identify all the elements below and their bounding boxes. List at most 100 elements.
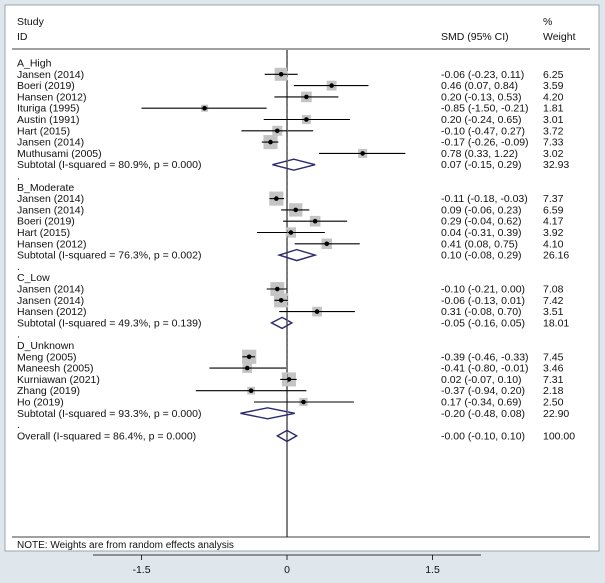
subtotal-ci-text: 0.10 (-0.08, 0.29) <box>441 250 522 262</box>
subtotal-diamond <box>269 316 294 330</box>
study-point <box>288 230 294 235</box>
study-weight-text: 7.37 <box>543 193 564 205</box>
study-ci-text: 0.31 (-0.08, 0.70) <box>441 306 522 318</box>
study-weight-text: 3.01 <box>543 114 564 126</box>
study-point <box>244 365 250 371</box>
subtotal-weight-text: 32.93 <box>543 159 569 171</box>
study-weight-text: 3.92 <box>543 227 564 239</box>
subtotal-ci-text: -0.05 (-0.16, 0.05) <box>441 317 525 329</box>
study-point <box>314 309 320 314</box>
subtotal-label: Subtotal (I-squared = 49.3%, p = 0.139) <box>17 317 201 329</box>
study-label: Jansen (2014) <box>17 295 84 307</box>
study-weight-text: 4.17 <box>543 216 564 228</box>
study-label: Hart (2015) <box>17 227 70 239</box>
study-weight-text: 1.81 <box>543 103 564 115</box>
subtotal-label: Subtotal (I-squared = 93.3%, p = 0.000) <box>17 408 201 420</box>
subtotal-diamond <box>276 248 318 262</box>
study-ci-text: -0.06 (-0.13, 0.01) <box>441 295 525 307</box>
subtotal-weight-text: 22.90 <box>543 408 569 420</box>
study-ci-text: 0.20 (-0.13, 0.53) <box>441 91 522 103</box>
study-weight-text: 4.20 <box>543 91 564 103</box>
study-point <box>293 207 299 213</box>
study-label: Jansen (2014) <box>17 204 84 216</box>
subtotal-label: Subtotal (I-squared = 76.3%, p = 0.002) <box>17 250 201 262</box>
study-ci-text: -0.41 (-0.80, -0.01) <box>441 363 529 375</box>
subtotal-diamond <box>240 407 295 420</box>
study-weight-text: 6.59 <box>543 204 564 216</box>
study-weight-text: 3.02 <box>543 148 564 160</box>
study-weight-text: 3.72 <box>543 125 564 137</box>
study-weight-text: 7.08 <box>543 284 564 296</box>
study-weight-text: 3.46 <box>543 363 564 375</box>
study-ci-text: 0.04 (-0.31, 0.39) <box>441 227 522 239</box>
x-axis-tick-label: 0 <box>284 564 290 576</box>
study-ci-text: -0.11 (-0.18, -0.03) <box>441 193 528 205</box>
overall-label: Overall (I-squared = 86.4%, p = 0.000) <box>17 430 196 442</box>
study-point <box>329 83 334 88</box>
x-axis-tick-label: -1.5 <box>132 564 150 576</box>
study-weight-text: 2.18 <box>543 385 564 397</box>
study-ci-text: -0.85 (-1.50, -0.21) <box>441 103 529 115</box>
study-ci-text: -0.10 (-0.47, 0.27) <box>441 125 525 137</box>
study-ci-text: 0.17 (-0.34, 0.69) <box>441 397 522 409</box>
spacer-dot: . <box>17 329 20 341</box>
study-label: Boeri (2019) <box>17 216 75 228</box>
study-point <box>275 128 280 134</box>
study-point <box>248 388 254 394</box>
study-label: Jansen (2014) <box>17 69 84 81</box>
header-smd: SMD (95% CI) <box>441 31 509 43</box>
study-ci-text: -0.06 (-0.23, 0.11) <box>441 69 524 81</box>
study-point <box>246 354 252 360</box>
study-label: Hart (2015) <box>17 125 70 137</box>
study-label: Zhang (2019) <box>17 385 80 397</box>
study-label: Boeri (2019) <box>17 80 75 92</box>
spacer-dot: . <box>17 419 20 431</box>
study-label: Austin (1991) <box>17 114 79 126</box>
study-point <box>304 117 309 122</box>
study-ci-text: 0.09 (-0.06, 0.23) <box>441 204 522 216</box>
study-ci-text: 0.78 (0.33, 1.22) <box>441 148 518 160</box>
study-point <box>278 298 284 303</box>
study-weight-text: 3.51 <box>543 306 564 318</box>
study-label: Kurniawan (2021) <box>17 374 100 386</box>
study-ci-text: 0.29 (-0.04, 0.62) <box>441 216 522 228</box>
study-point <box>278 72 284 77</box>
study-weight-text: 6.25 <box>543 69 564 81</box>
subtotal-weight-text: 18.01 <box>543 317 569 329</box>
study-label: Muthusami (2005) <box>17 148 102 160</box>
overall-ci-text: -0.00 (-0.10, 0.10) <box>441 430 525 442</box>
study-label: Ho (2019) <box>17 397 64 409</box>
header-weight-pct: % <box>543 16 552 28</box>
study-weight-text: 7.33 <box>543 137 564 149</box>
study-label: Hansen (2012) <box>17 91 86 103</box>
study-ci-text: -0.37 (-0.94, 0.20) <box>441 385 525 397</box>
header-weight: Weight <box>543 31 576 43</box>
study-ci-text: -0.39 (-0.46, -0.33) <box>441 351 529 363</box>
header-id: ID <box>17 31 28 43</box>
x-axis-tick-label: 1.5 <box>425 564 440 576</box>
study-label: Hansen (2012) <box>17 306 86 318</box>
study-weight-text: 3.59 <box>543 80 564 92</box>
subtotal-diamond <box>272 158 316 171</box>
group-label: C_Low <box>17 272 50 284</box>
study-point <box>324 241 330 247</box>
study-label: Jansen (2014) <box>17 137 84 149</box>
subtotal-label: Subtotal (I-squared = 80.9%, p = 0.000) <box>17 159 201 171</box>
study-weight-text: 2.50 <box>543 397 564 409</box>
group-label: D_Unknown <box>17 340 74 352</box>
study-ci-text: 0.02 (-0.07, 0.10) <box>441 374 522 386</box>
spacer-dot: . <box>17 261 20 273</box>
study-label: Ituriga (1995) <box>17 103 79 115</box>
study-label: Jansen (2014) <box>17 284 84 296</box>
study-ci-text: -0.17 (-0.26, -0.09) <box>441 137 529 149</box>
study-ci-text: 0.41 (0.08, 0.75) <box>441 238 518 250</box>
study-weight-text: 7.45 <box>543 351 564 363</box>
study-point <box>360 151 365 156</box>
header-study: Study <box>17 16 45 28</box>
study-weight-text: 7.31 <box>543 374 564 386</box>
group-label: A_High <box>17 58 52 70</box>
study-ci-text: 0.20 (-0.24, 0.65) <box>441 114 522 126</box>
subtotal-weight-text: 26.16 <box>543 250 569 262</box>
study-point <box>304 94 309 100</box>
